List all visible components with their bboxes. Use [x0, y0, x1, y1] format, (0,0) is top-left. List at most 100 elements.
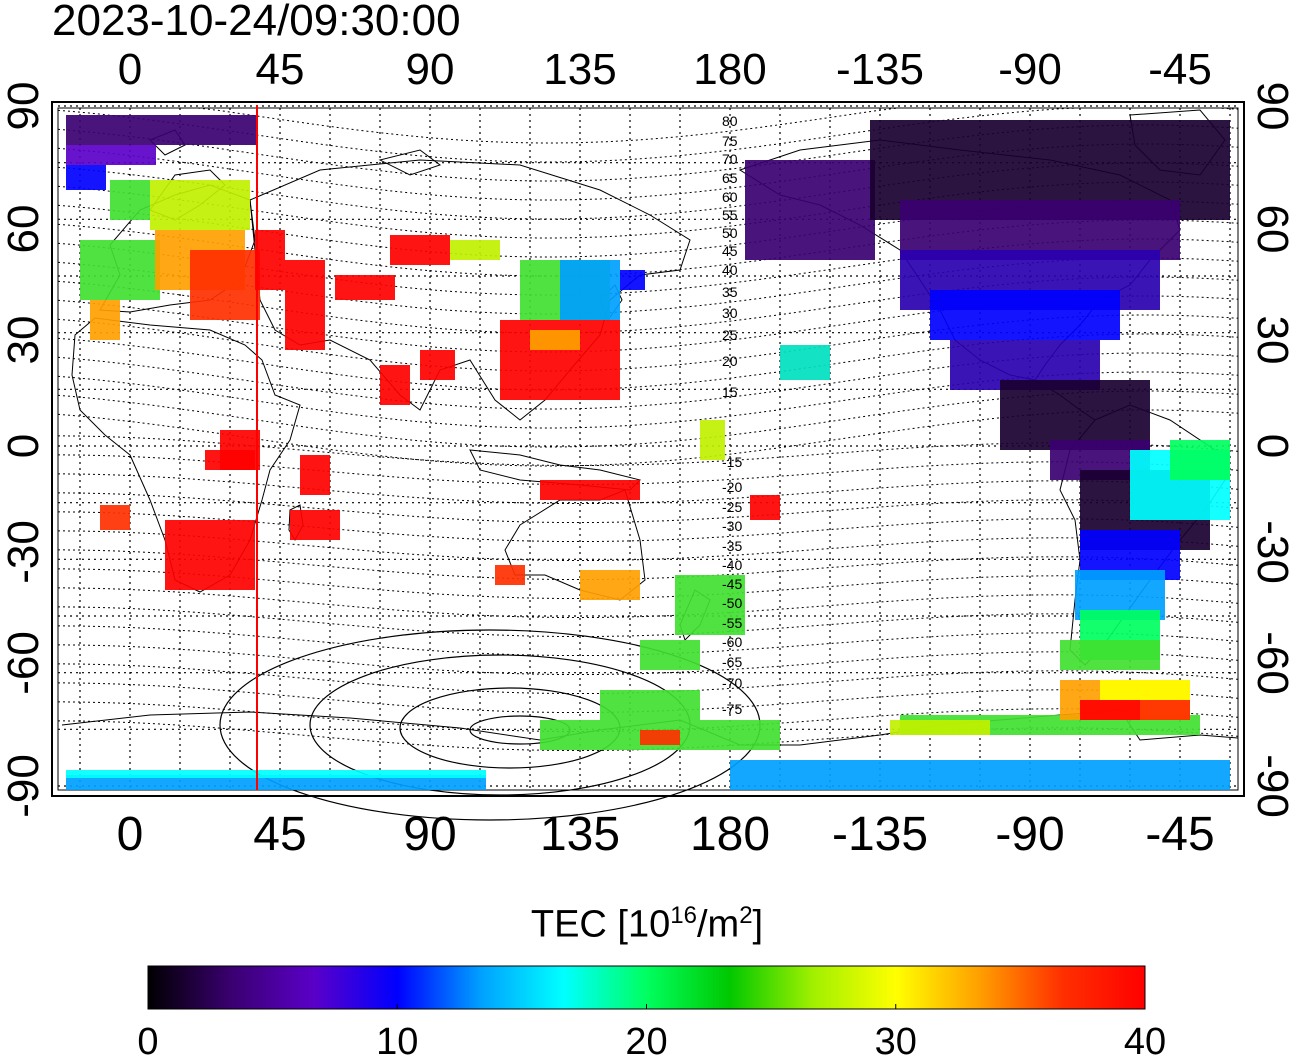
tec-patch: [930, 290, 1120, 340]
contour-label: -55: [722, 615, 742, 631]
top-longitude-labels: 0 45 90 135 180 -135 -90 -45: [118, 45, 1212, 94]
left-lat-label: -30: [0, 520, 48, 584]
contour-label: -20: [722, 479, 742, 495]
contour-label: -15: [722, 454, 742, 470]
top-lon-label: -90: [998, 45, 1062, 94]
top-lon-label: -135: [836, 45, 924, 94]
colorbar-tick-label: 20: [625, 1021, 667, 1057]
right-lat-label: 60: [1248, 205, 1294, 254]
bottom-longitude-labels: 0 45 90 135 180 -135 -90 -45: [117, 808, 1215, 861]
contour-label: 50: [722, 225, 738, 241]
contour-label: -70: [722, 675, 742, 691]
bottom-lon-label: 180: [690, 808, 770, 861]
left-lat-label: 0: [0, 434, 48, 458]
contour-label: 20: [722, 353, 738, 369]
colorbar-label-prefix: TEC [10: [530, 903, 671, 946]
magnetic-contour: [57, 606, 1239, 638]
tec-patch: [560, 260, 620, 320]
contour-label: -30: [722, 518, 742, 534]
tec-patch: [620, 270, 645, 290]
siberia-islands-outline: [378, 149, 442, 176]
colorbar-label-mid: /m: [696, 903, 740, 946]
map-frame: [51, 101, 1245, 797]
timestamp-title: 2023-10-24/09:30:00: [52, 0, 461, 45]
magnetic-contour: [57, 644, 1239, 676]
contour-label: -60: [722, 634, 742, 650]
tec-patch: [1080, 700, 1140, 720]
magnetic-contour: [57, 587, 1239, 619]
tec-patch: [420, 350, 455, 380]
tec-patch: [90, 300, 120, 340]
colorbar-label-exp1: 16: [670, 902, 697, 929]
contour-label: 55: [722, 207, 738, 223]
tec-patch: [335, 275, 395, 300]
colorbar: [147, 965, 1146, 1010]
right-lat-label: -90: [1248, 754, 1294, 818]
contour-label: 15: [722, 384, 738, 400]
tec-patch: [165, 520, 255, 590]
tec-patch: [100, 505, 130, 530]
tec-patch: [255, 230, 285, 290]
left-lat-label: -90: [0, 754, 48, 818]
colorbar-label-suffix: ]: [752, 903, 764, 946]
bottom-lon-label: -90: [995, 808, 1064, 861]
tec-patch: [380, 365, 410, 405]
tec-patch: [1140, 700, 1190, 720]
colorbar-tick-label: 0: [137, 1021, 158, 1057]
top-lon-label: 180: [693, 45, 766, 94]
contour-label: 80: [722, 113, 738, 129]
tec-patch: [300, 455, 330, 495]
tec-patch: [540, 480, 640, 500]
magnetic-contour: [57, 492, 1239, 524]
tec-patch: [66, 775, 486, 790]
tec-patch: [390, 235, 450, 265]
tec-patch: [205, 450, 255, 470]
tec-patch: [530, 330, 580, 350]
contour-label: 70: [722, 151, 738, 167]
tec-patch: [640, 640, 700, 670]
bottom-lon-label: 90: [403, 808, 456, 861]
bottom-lon-label: 0: [117, 808, 144, 861]
tec-patch: [700, 420, 725, 460]
tec-patch: [750, 495, 780, 520]
contour-label: 65: [722, 170, 738, 186]
top-lon-label: 135: [543, 45, 616, 94]
tec-patch: [66, 165, 106, 190]
left-lat-label: -60: [0, 631, 48, 695]
contour-label: 35: [722, 284, 738, 300]
tec-patch: [66, 115, 256, 145]
tec-patch: [285, 260, 325, 350]
tec-patch: [640, 730, 680, 745]
tec-patch: [890, 720, 990, 735]
tec-patch: [1170, 440, 1230, 480]
tec-patch: [450, 240, 500, 260]
tec-patch: [66, 145, 156, 165]
tec-patch: [730, 760, 1230, 790]
colorbar-ticks: 0 10 20 30 40: [137, 1004, 1166, 1057]
right-latitude-labels: 90 60 30 0 -30 -60 -90: [1248, 82, 1294, 818]
tec-patch: [80, 240, 160, 300]
colorbar-tick-label: 10: [376, 1021, 418, 1057]
tec-patch: [580, 570, 640, 600]
map-frame-inner: [57, 107, 1239, 791]
tec-patch: [600, 690, 700, 720]
left-lat-label: 30: [0, 316, 48, 365]
colorbar-title: TEC [1016/m2]: [0, 902, 1294, 947]
contour-labels: 80 75 70 65 60 55 50 45 40 35 30 25 20 15 -15 -20 -25 -30…: [722, 113, 742, 717]
top-lon-label: -45: [1148, 45, 1212, 94]
top-lon-label: 0: [118, 45, 142, 94]
contour-label: -50: [722, 595, 742, 611]
bottom-lon-label: 45: [253, 808, 306, 861]
tec-data-patches: [66, 115, 1230, 790]
right-lat-label: -60: [1248, 631, 1294, 695]
tec-patch: [66, 770, 486, 778]
left-lat-label: 60: [0, 205, 48, 254]
tec-patch: [1000, 380, 1150, 450]
colorbar-label-exp2: 2: [739, 902, 753, 929]
magnetic-contour: [57, 473, 1239, 505]
contour-label: 45: [722, 243, 738, 259]
bottom-lon-label: -45: [1145, 808, 1214, 861]
right-lat-label: 30: [1248, 316, 1294, 365]
tec-patch: [290, 510, 340, 540]
left-lat-label: 90: [0, 82, 48, 131]
